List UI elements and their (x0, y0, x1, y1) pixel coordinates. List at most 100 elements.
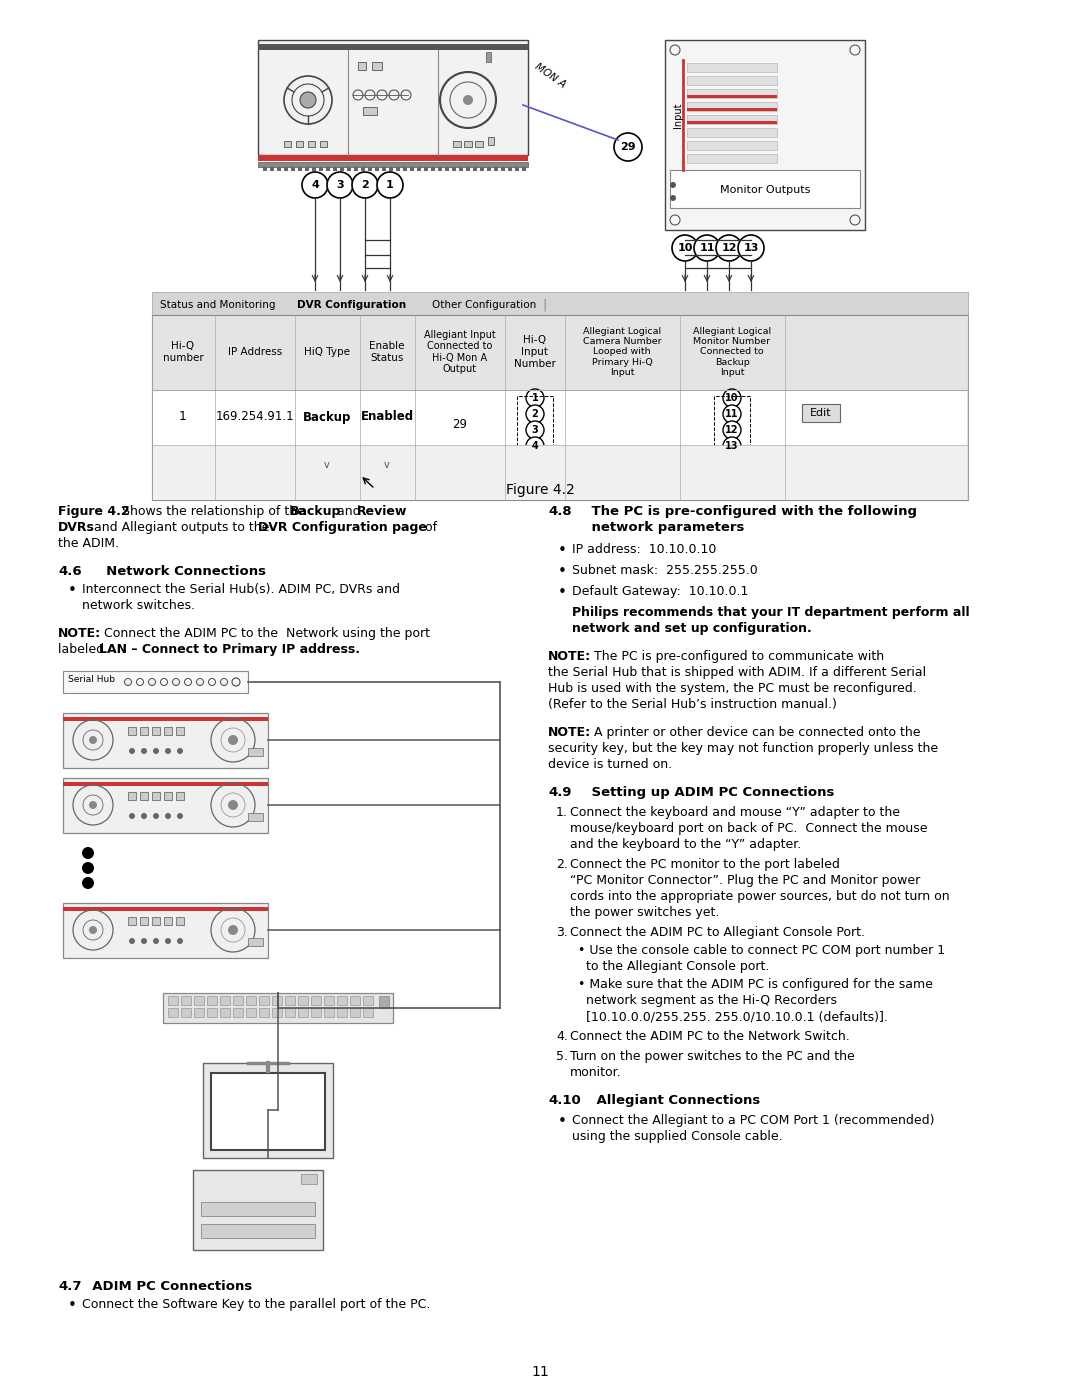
Text: Review: Review (357, 504, 407, 518)
Text: •: • (558, 564, 567, 578)
Text: 3.: 3. (556, 926, 568, 939)
Bar (264, 168, 267, 170)
Bar (176, 792, 184, 800)
Bar (248, 937, 264, 946)
Bar (354, 168, 357, 170)
Circle shape (89, 926, 97, 935)
Bar (284, 141, 291, 147)
Bar (324, 996, 334, 1004)
Text: |: | (542, 299, 546, 312)
Text: 2: 2 (531, 409, 538, 419)
Bar (687, 102, 777, 110)
Text: 2: 2 (361, 180, 369, 190)
Text: Other Configuration: Other Configuration (432, 300, 537, 310)
Text: NOTE:: NOTE: (548, 650, 591, 664)
Text: Connect the Allegiant to a PC COM Port 1 (recommended): Connect the Allegiant to a PC COM Port 1… (572, 1113, 934, 1127)
Bar (258, 41, 528, 155)
Text: Edit: Edit (810, 408, 832, 418)
Bar (687, 63, 777, 73)
Bar (438, 168, 442, 170)
Text: 10: 10 (677, 243, 692, 253)
Bar (361, 168, 365, 170)
Bar (63, 782, 268, 787)
Bar (201, 1224, 315, 1238)
Bar (337, 1009, 347, 1017)
Text: 4: 4 (531, 441, 538, 451)
Circle shape (723, 437, 741, 455)
Text: The PC is pre-configured to communicate with: The PC is pre-configured to communicate … (586, 650, 885, 664)
Text: MON A: MON A (534, 61, 568, 89)
Text: 1: 1 (387, 180, 394, 190)
Bar (319, 168, 323, 170)
Text: [10.10.0.0/255.255. 255.0/10.10.0.1 (defaults)].: [10.10.0.0/255.255. 255.0/10.10.0.1 (def… (586, 1010, 888, 1023)
Text: labeled: labeled (58, 643, 108, 657)
Circle shape (738, 235, 764, 261)
Circle shape (615, 133, 642, 161)
Bar (486, 52, 491, 61)
Text: 4.: 4. (556, 1030, 568, 1044)
Text: Allegiant Logical
Monitor Number
Connected to
Backup
Input: Allegiant Logical Monitor Number Connect… (693, 327, 771, 377)
Bar (464, 141, 472, 147)
Bar (272, 996, 282, 1004)
Text: NOTE:: NOTE: (58, 627, 102, 640)
Circle shape (153, 813, 159, 819)
Text: monitor.: monitor. (570, 1066, 622, 1078)
Text: Philips recommends that your IT department perform all: Philips recommends that your IT departme… (572, 606, 970, 619)
Text: 4.6: 4.6 (58, 564, 82, 578)
Text: Default Gateway:  10.10.0.1: Default Gateway: 10.10.0.1 (572, 585, 748, 598)
Bar (152, 916, 160, 925)
Text: 10: 10 (726, 393, 739, 402)
Circle shape (670, 196, 676, 201)
Text: 1: 1 (531, 393, 538, 402)
Text: IP Address: IP Address (228, 346, 282, 358)
Circle shape (141, 747, 147, 754)
Text: 11: 11 (699, 243, 715, 253)
Bar (453, 141, 461, 147)
Text: IP address:  10.10.0.10: IP address: 10.10.0.10 (572, 543, 716, 556)
Bar (311, 996, 321, 1004)
Bar (687, 108, 777, 110)
Text: 1: 1 (179, 411, 187, 423)
Text: Backup: Backup (291, 504, 341, 518)
Text: 2.: 2. (556, 858, 568, 870)
Text: mouse/keyboard port on back of PC.  Connect the mouse: mouse/keyboard port on back of PC. Conne… (570, 821, 928, 835)
Circle shape (300, 92, 316, 108)
Bar (194, 996, 204, 1004)
Bar (258, 162, 528, 168)
Circle shape (672, 235, 698, 261)
Bar (163, 993, 393, 1023)
Bar (347, 168, 351, 170)
Bar (372, 61, 382, 70)
Text: Connect the Software Key to the parallel port of the PC.: Connect the Software Key to the parallel… (82, 1298, 430, 1310)
Bar (379, 996, 389, 1009)
Text: “PC Monitor Connector”. Plug the PC and Monitor power: “PC Monitor Connector”. Plug the PC and … (570, 875, 920, 887)
Text: Figure 4.2: Figure 4.2 (505, 483, 575, 497)
Text: Connect the PC monitor to the port labeled: Connect the PC monitor to the port label… (570, 858, 840, 870)
Bar (687, 95, 777, 98)
Text: 12: 12 (721, 243, 737, 253)
Text: Connect the ADIM PC to the Network Switch.: Connect the ADIM PC to the Network Switc… (570, 1030, 850, 1044)
Circle shape (165, 813, 171, 819)
Text: 3: 3 (336, 180, 343, 190)
Text: • Make sure that the ADIM PC is configured for the same: • Make sure that the ADIM PC is configur… (578, 978, 933, 990)
Bar (417, 168, 421, 170)
Circle shape (352, 172, 378, 198)
Text: 1.: 1. (556, 806, 568, 819)
Text: •: • (558, 585, 567, 599)
Text: 29: 29 (620, 142, 636, 152)
Text: 4.8: 4.8 (548, 504, 571, 518)
Bar (357, 61, 366, 70)
Bar (522, 168, 526, 170)
Circle shape (177, 813, 183, 819)
Bar (63, 907, 268, 911)
Text: Network Connections: Network Connections (83, 564, 266, 578)
Bar (473, 168, 477, 170)
Text: Input: Input (673, 102, 683, 127)
Text: Allegiant Connections: Allegiant Connections (578, 1094, 760, 1106)
Bar (687, 154, 777, 163)
Bar (480, 168, 484, 170)
Bar (465, 168, 470, 170)
Text: DVR Configuration page: DVR Configuration page (258, 521, 427, 534)
Text: Status and Monitoring: Status and Monitoring (160, 300, 275, 310)
Text: Serial Hub: Serial Hub (68, 676, 114, 685)
